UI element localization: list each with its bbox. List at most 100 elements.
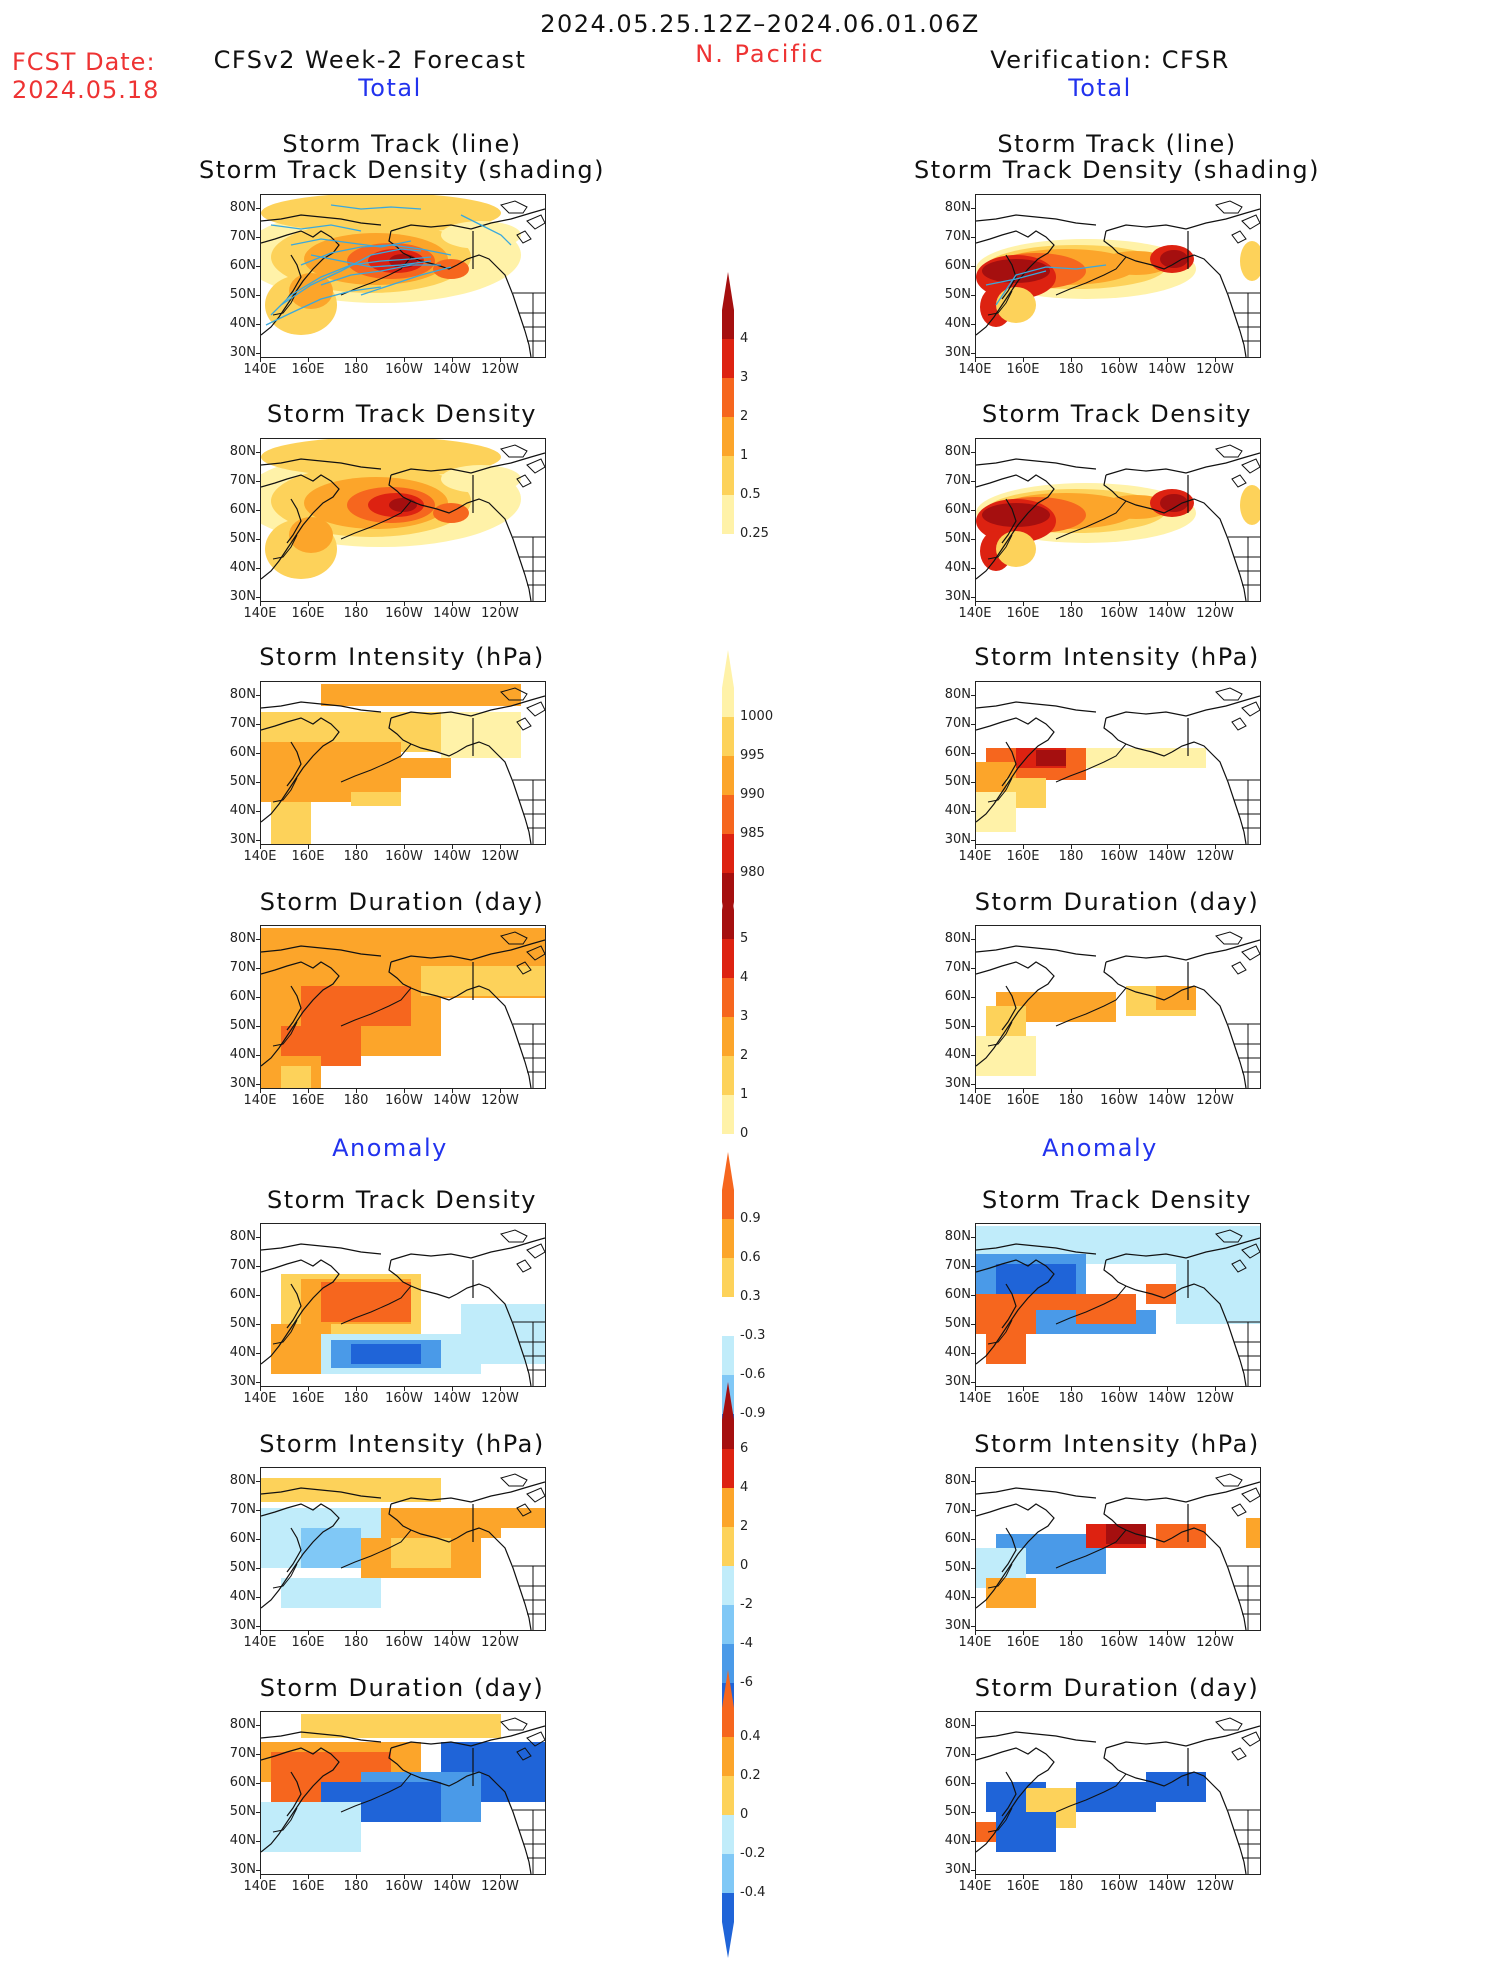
lat-tick	[256, 597, 261, 598]
lon-label: 160E	[1006, 362, 1040, 377]
colorbar-segment	[722, 417, 734, 456]
lon-label: 160W	[1100, 849, 1138, 864]
shading-cell	[391, 1538, 451, 1568]
lat-tick	[256, 1084, 261, 1085]
lat-tick	[971, 724, 976, 725]
lon-tick	[1215, 1088, 1216, 1093]
lon-tick	[356, 1088, 357, 1093]
map-line	[516, 474, 532, 488]
colorbar-segment	[722, 834, 734, 873]
lat-label: 30N	[944, 589, 971, 604]
colorbar-segment	[722, 1017, 734, 1056]
lon-label: 140W	[433, 362, 471, 377]
map-line	[1001, 985, 1017, 1031]
map-line	[987, 534, 1013, 560]
lat-label: 80N	[944, 1473, 971, 1488]
colorbar-label: 0.9	[740, 1211, 761, 1226]
shading-blob	[1240, 241, 1260, 281]
lon-label: 140W	[1148, 1635, 1186, 1650]
lat-tick	[256, 1841, 261, 1842]
lat-label: 50N	[229, 1804, 256, 1819]
lon-label: 160E	[291, 1391, 325, 1406]
map-line	[261, 1731, 382, 1743]
lon-label: 160E	[291, 606, 325, 621]
map-line	[1241, 701, 1260, 717]
lon-tick	[356, 1874, 357, 1879]
map-line	[976, 717, 1055, 823]
lat-tick	[971, 324, 976, 325]
lon-label: 180	[1058, 362, 1084, 377]
lat-label: 60N	[229, 745, 256, 760]
lat-label: 40N	[229, 1345, 256, 1360]
map-line	[340, 1529, 412, 1569]
lon-label: 120W	[1196, 1391, 1234, 1406]
map-line	[1231, 230, 1247, 244]
shading-blob	[261, 439, 501, 477]
map-line	[500, 200, 528, 214]
lat-label: 70N	[944, 1502, 971, 1517]
map-line	[1171, 741, 1247, 844]
lat-tick	[971, 1237, 976, 1238]
lon-tick	[1023, 1874, 1024, 1879]
lat-tick	[971, 1568, 976, 1569]
colorbar-segment	[722, 1566, 734, 1605]
map-line	[1055, 1773, 1127, 1813]
map-line	[261, 1503, 340, 1609]
lat-tick	[256, 510, 261, 511]
colorbar-segment	[722, 339, 734, 378]
map-line	[286, 254, 302, 300]
lat-tick	[256, 1324, 261, 1325]
lon-tick	[1215, 1630, 1216, 1635]
map-line	[987, 1563, 1013, 1589]
lat-tick	[256, 539, 261, 540]
map-line	[1055, 500, 1127, 540]
lat-tick	[256, 968, 261, 969]
lat-label: 60N	[229, 989, 256, 1004]
lon-tick	[452, 601, 453, 606]
lon-label: 160W	[1100, 362, 1138, 377]
lat-tick	[256, 939, 261, 940]
lat-tick	[971, 266, 976, 267]
map-svg	[261, 684, 545, 844]
lat-label: 40N	[229, 1047, 256, 1062]
map-line	[526, 945, 545, 961]
colorbar-label: -2	[740, 1597, 753, 1612]
lon-label: 160W	[385, 849, 423, 864]
lat-tick	[256, 997, 261, 998]
lat-tick	[971, 1055, 976, 1056]
map-line	[1171, 1283, 1247, 1386]
lon-tick	[1071, 1088, 1072, 1093]
map-line	[1231, 961, 1247, 975]
lon-label: 120W	[481, 1391, 519, 1406]
lat-label: 50N	[229, 1316, 256, 1331]
lat-tick	[256, 481, 261, 482]
lat-label: 50N	[229, 287, 256, 302]
panel-title: Storm Track Density (shading)	[913, 156, 1321, 184]
lat-label: 40N	[944, 803, 971, 818]
map-line	[516, 1747, 532, 1761]
lat-label: 80N	[229, 1473, 256, 1488]
map-line	[1215, 1717, 1243, 1731]
lon-tick	[1167, 1874, 1168, 1879]
map-line	[1171, 1771, 1247, 1874]
shading-cell	[1156, 1524, 1206, 1548]
map-line	[1241, 458, 1260, 474]
lat-tick	[971, 1084, 976, 1085]
map-line	[261, 458, 382, 470]
map-line	[1171, 254, 1247, 357]
lon-tick	[308, 1630, 309, 1635]
lon-label: 140W	[433, 1879, 471, 1894]
lat-tick	[971, 1626, 976, 1627]
forecast-title: CFSv2 Week-2 Forecast	[213, 46, 527, 74]
lat-tick	[971, 782, 976, 783]
lon-tick	[1167, 1088, 1168, 1093]
map-line	[286, 1527, 302, 1573]
lon-tick	[452, 844, 453, 849]
lat-label: 80N	[229, 931, 256, 946]
lon-label: 160W	[385, 606, 423, 621]
map-line	[526, 458, 545, 474]
colorbar-label: 0	[740, 1807, 749, 1822]
map-line	[330, 204, 422, 210]
fcst-date-value: 2024.05.18	[12, 76, 160, 104]
lon-tick	[500, 844, 501, 849]
